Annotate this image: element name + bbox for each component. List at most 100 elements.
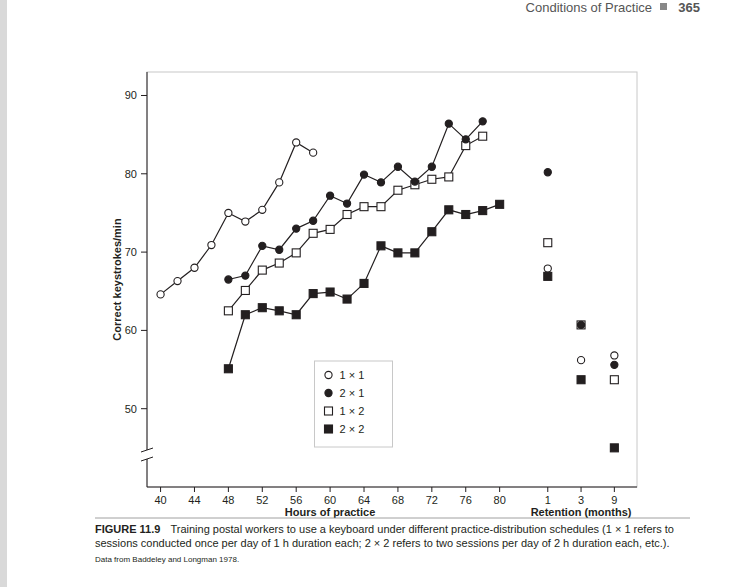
page-edge bbox=[0, 0, 7, 587]
marker bbox=[241, 311, 249, 319]
marker bbox=[462, 211, 470, 219]
marker bbox=[360, 171, 367, 178]
marker bbox=[544, 239, 552, 247]
x-axis-label: Retention (months) bbox=[531, 506, 632, 518]
axis-break bbox=[141, 448, 153, 452]
marker bbox=[208, 241, 215, 248]
marker bbox=[258, 304, 266, 312]
marker bbox=[611, 352, 618, 359]
marker bbox=[544, 169, 551, 176]
caption: FIGURE 11.9Training postal workers to us… bbox=[95, 522, 695, 550]
y-tick-label: 70 bbox=[125, 246, 137, 258]
marker bbox=[326, 225, 334, 233]
marker bbox=[610, 376, 618, 384]
x-tick bbox=[431, 487, 432, 492]
y-tick-label: 60 bbox=[125, 324, 137, 336]
y-tick bbox=[141, 408, 147, 409]
series-line bbox=[228, 204, 499, 368]
legend-marker bbox=[325, 425, 333, 433]
caption-text: Training postal workers to use a keyboar… bbox=[95, 523, 674, 549]
x-tick-label: 76 bbox=[460, 494, 472, 506]
x-tick-label: 48 bbox=[222, 494, 234, 506]
legend-label: 1 × 2 bbox=[340, 405, 365, 417]
y-axis-label: Correct keystrokes/min bbox=[111, 218, 123, 341]
x-tick-label: 80 bbox=[494, 494, 506, 506]
x-tick bbox=[330, 487, 331, 492]
marker bbox=[309, 229, 317, 237]
source: Data from Baddeley and Longman 1978. bbox=[95, 555, 239, 564]
marker bbox=[241, 286, 249, 294]
y-tick-label: 80 bbox=[125, 168, 137, 180]
x-tick bbox=[581, 487, 582, 492]
marker bbox=[445, 120, 452, 127]
marker bbox=[293, 139, 300, 146]
marker bbox=[326, 288, 334, 296]
x-tick bbox=[547, 487, 548, 492]
marker bbox=[258, 266, 266, 274]
x-tick-label: 72 bbox=[426, 494, 438, 506]
series-line bbox=[228, 121, 482, 279]
marker bbox=[225, 209, 232, 216]
marker bbox=[276, 246, 283, 253]
x-tick bbox=[296, 487, 297, 492]
figure: 365Conditions of Practice404448525660646… bbox=[0, 0, 748, 587]
marker bbox=[242, 218, 249, 225]
marker bbox=[242, 272, 249, 279]
marker bbox=[577, 357, 584, 364]
y-tick-label: 50 bbox=[125, 403, 137, 415]
x-tick bbox=[228, 487, 229, 492]
marker bbox=[174, 277, 181, 284]
marker bbox=[610, 444, 618, 452]
legend: 1 × 12 × 11 × 22 × 2 bbox=[315, 361, 393, 447]
marker bbox=[445, 173, 453, 181]
x-axis bbox=[520, 487, 637, 488]
x-tick bbox=[262, 487, 263, 492]
marker bbox=[411, 249, 419, 257]
running-head: Conditions of Practice bbox=[526, 0, 652, 15]
marker bbox=[394, 249, 402, 257]
marker bbox=[428, 163, 435, 170]
marker bbox=[224, 365, 232, 373]
x-axis-label: Hours of practice bbox=[285, 506, 375, 518]
series-line bbox=[161, 142, 314, 294]
marker bbox=[577, 376, 585, 384]
marker bbox=[225, 276, 232, 283]
x-tick-label: 64 bbox=[358, 494, 370, 506]
x-tick bbox=[194, 487, 195, 492]
x-tick bbox=[614, 487, 615, 492]
marker bbox=[293, 225, 300, 232]
head-bullet bbox=[660, 3, 667, 10]
marker bbox=[343, 200, 350, 207]
series-line bbox=[228, 136, 482, 311]
marker bbox=[577, 321, 584, 328]
marker bbox=[343, 211, 351, 219]
marker bbox=[496, 200, 504, 208]
legend-marker bbox=[325, 371, 332, 378]
marker bbox=[377, 179, 384, 186]
marker bbox=[377, 242, 385, 250]
y-axis bbox=[147, 72, 148, 487]
x-tick bbox=[397, 487, 398, 492]
x-tick-label: 68 bbox=[392, 494, 404, 506]
x-tick-label: 60 bbox=[324, 494, 336, 506]
x-tick bbox=[364, 487, 365, 492]
legend-marker bbox=[325, 407, 333, 415]
marker bbox=[191, 264, 198, 271]
marker bbox=[611, 361, 618, 368]
marker bbox=[360, 279, 368, 287]
x-tick-label: 9 bbox=[611, 494, 617, 506]
legend-label: 2 × 2 bbox=[340, 423, 365, 435]
marker bbox=[577, 321, 585, 329]
y-tick bbox=[141, 252, 147, 253]
x-tick bbox=[465, 487, 466, 492]
marker bbox=[544, 265, 551, 272]
y-tick bbox=[141, 330, 147, 331]
legend-box bbox=[315, 361, 393, 447]
marker bbox=[360, 203, 368, 211]
legend-marker bbox=[325, 389, 332, 396]
marker bbox=[292, 311, 300, 319]
marker bbox=[377, 203, 385, 211]
marker bbox=[411, 178, 418, 185]
marker bbox=[309, 290, 317, 298]
plot-frame bbox=[147, 72, 637, 487]
